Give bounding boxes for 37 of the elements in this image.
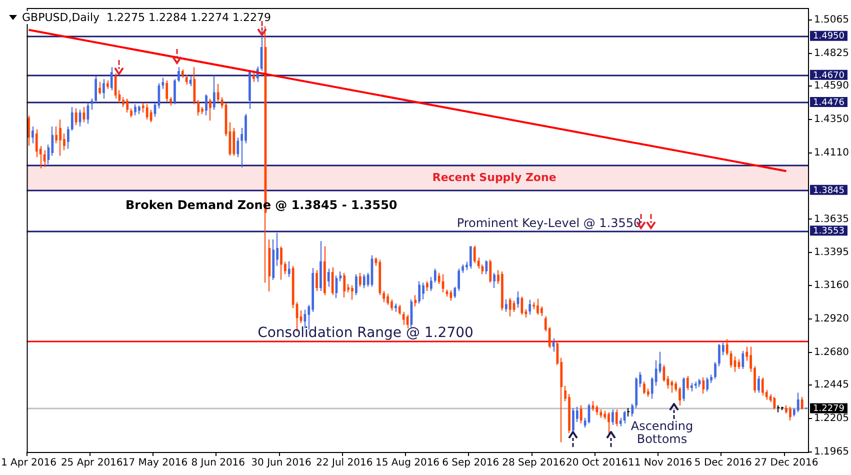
y-tick-label: 1.2920: [814, 313, 849, 324]
y-tick-label: 1.2205: [814, 413, 849, 424]
x-tick-label: 1 Apr 2016: [1, 458, 56, 469]
y-tick-label: 1.4110: [814, 148, 849, 159]
x-tick-label: 5 Dec 2016: [694, 458, 752, 469]
ref-line-label: 1.4670: [813, 70, 845, 81]
y-tick-label: 1.4350: [814, 114, 849, 126]
y-tick-label: 1.3160: [814, 280, 849, 292]
x-tick-label: 6 Sep 2016: [442, 458, 500, 469]
chart-title: GBPUSD,Daily 1.2275 1.2284 1.2274 1.2279: [22, 11, 271, 24]
x-tick-label: 15 Aug 2016: [375, 458, 440, 469]
y-tick-label: 1.3395: [814, 247, 849, 258]
ref-line-label: 1.3845: [813, 186, 844, 196]
x-tick-label: 25 Apr 2016: [60, 458, 123, 469]
x-tick-label: 28 Sep 2016: [502, 458, 566, 469]
ref-line-label: 1.4950: [813, 32, 845, 42]
y-tick-label: 1.3635: [814, 214, 849, 225]
ref-line-label: 1.4476: [813, 98, 845, 108]
x-tick-label: 8 Jun 2016: [191, 458, 246, 469]
annotation: Consolidation Range @ 1.2700: [258, 325, 474, 341]
annotation: Ascending Bottoms: [630, 419, 694, 446]
annotation: Prominent Key-Level @ 1.3550: [456, 216, 642, 230]
y-tick-label: 1.5065: [814, 14, 849, 26]
y-tick-label: 1.2680: [814, 346, 849, 358]
y-tick-label: 1.4825: [814, 48, 849, 59]
y-tick-label: 1.2445: [814, 380, 849, 391]
x-tick-label: 30 Jun 2016: [251, 458, 312, 469]
x-tick-label: 11 Nov 2016: [628, 458, 692, 469]
y-tick-label: 1.4590: [814, 80, 849, 92]
x-tick-label: 22 Jul 2016: [316, 458, 373, 469]
band-label: Recent Supply Zone: [432, 171, 556, 184]
x-tick-label: 27 Dec 2016: [754, 458, 818, 469]
y-tick-label: 1.1965: [814, 446, 849, 458]
ref-line-label: 1.3553: [813, 226, 844, 236]
x-tick-label: 17 May 2016: [122, 458, 188, 469]
ref-line-label: 1.2279: [813, 404, 845, 414]
x-tick-label: 20 Oct 2016: [566, 458, 628, 469]
